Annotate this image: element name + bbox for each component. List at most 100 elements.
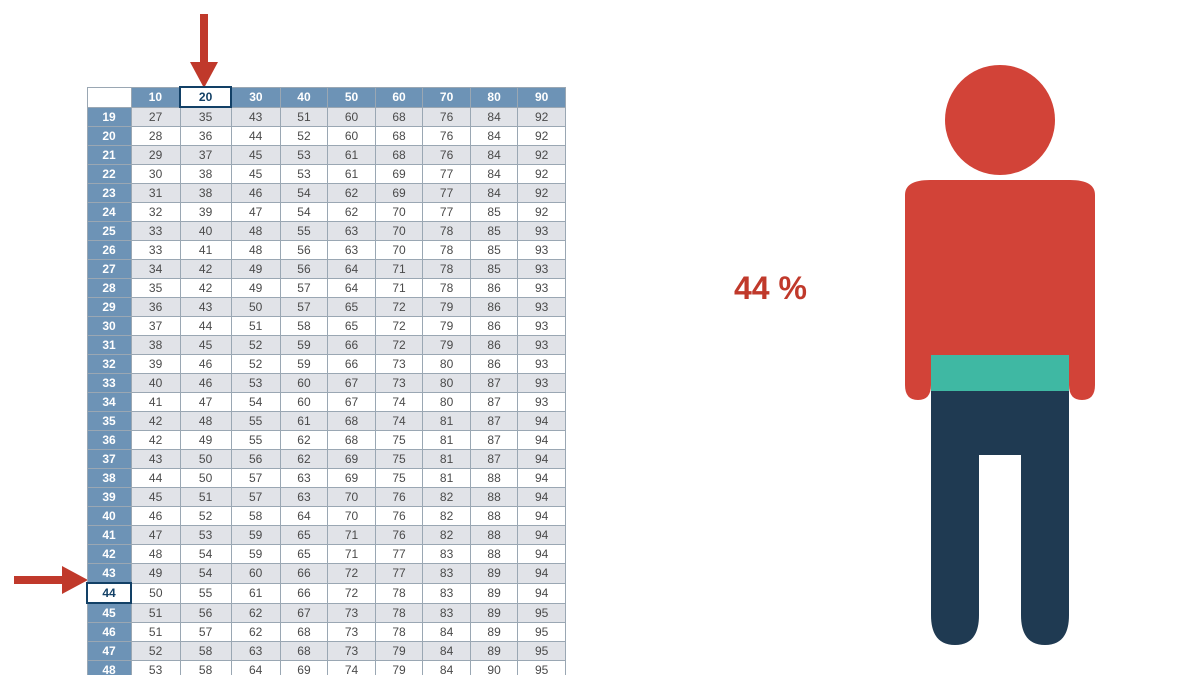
- arrow-right-icon: [10, 560, 90, 600]
- table-corner: [87, 87, 131, 107]
- table-row: 22303845536169778492: [87, 165, 566, 184]
- table-cell: 76: [423, 146, 471, 165]
- table-cell: 29: [131, 146, 180, 165]
- table-cell: 82: [423, 507, 471, 526]
- table-cell: 94: [518, 469, 566, 488]
- table-cell: 82: [423, 488, 471, 507]
- col-header: 70: [423, 87, 471, 107]
- table-cell: 51: [280, 107, 328, 127]
- table-cell: 49: [180, 431, 231, 450]
- table-cell: 75: [375, 431, 423, 450]
- table-cell: 92: [518, 203, 566, 222]
- table-cell: 64: [280, 507, 328, 526]
- row-header: 19: [87, 107, 131, 127]
- table-cell: 43: [180, 298, 231, 317]
- table-cell: 45: [231, 146, 280, 165]
- table-cell: 42: [131, 412, 180, 431]
- table-cell: 76: [375, 526, 423, 545]
- table-cell: 79: [375, 661, 423, 675]
- table-cell: 55: [231, 412, 280, 431]
- table-cell: 72: [375, 298, 423, 317]
- table-cell: 74: [375, 393, 423, 412]
- table-row: 40465258647076828894: [87, 507, 566, 526]
- table-row: 33404653606773808793: [87, 374, 566, 393]
- table-cell: 88: [470, 469, 518, 488]
- table-cell: 44: [131, 469, 180, 488]
- table-cell: 35: [131, 279, 180, 298]
- table-cell: 86: [470, 298, 518, 317]
- table-row: 45515662677378838995: [87, 603, 566, 623]
- table-cell: 93: [518, 355, 566, 374]
- table-cell: 55: [180, 583, 231, 603]
- table-cell: 83: [423, 564, 471, 584]
- table-cell: 78: [423, 222, 471, 241]
- table-cell: 64: [231, 661, 280, 675]
- table-cell: 52: [131, 642, 180, 661]
- table-cell: 50: [180, 469, 231, 488]
- table-cell: 78: [375, 603, 423, 623]
- table-cell: 87: [470, 450, 518, 469]
- row-header: 28: [87, 279, 131, 298]
- table-cell: 89: [470, 623, 518, 642]
- table-cell: 46: [231, 184, 280, 203]
- table-cell: 86: [470, 336, 518, 355]
- table-cell: 58: [180, 642, 231, 661]
- table-cell: 38: [180, 184, 231, 203]
- row-header: 25: [87, 222, 131, 241]
- table-row: 35424855616874818794: [87, 412, 566, 431]
- table-cell: 57: [231, 469, 280, 488]
- row-header: 44: [87, 583, 131, 603]
- table-cell: 59: [231, 545, 280, 564]
- table-cell: 89: [470, 642, 518, 661]
- table-cell: 54: [280, 184, 328, 203]
- table-cell: 56: [180, 603, 231, 623]
- table-cell: 72: [328, 583, 376, 603]
- table-cell: 59: [280, 355, 328, 374]
- row-header: 21: [87, 146, 131, 165]
- table-cell: 68: [328, 412, 376, 431]
- table-cell: 57: [280, 279, 328, 298]
- table-cell: 74: [375, 412, 423, 431]
- table-cell: 90: [470, 661, 518, 675]
- table-cell: 94: [518, 507, 566, 526]
- row-header: 26: [87, 241, 131, 260]
- table-row: 38445057636975818894: [87, 469, 566, 488]
- table-row: 28354249576471788693: [87, 279, 566, 298]
- table-row: 47525863687379848995: [87, 642, 566, 661]
- table-cell: 61: [280, 412, 328, 431]
- table-cell: 51: [231, 317, 280, 336]
- table-cell: 59: [231, 526, 280, 545]
- table-cell: 36: [180, 127, 231, 146]
- table-cell: 77: [375, 564, 423, 584]
- table-cell: 48: [180, 412, 231, 431]
- table-cell: 73: [375, 355, 423, 374]
- table-cell: 64: [328, 279, 376, 298]
- table-cell: 63: [328, 222, 376, 241]
- table-cell: 58: [231, 507, 280, 526]
- table-cell: 61: [328, 165, 376, 184]
- table-cell: 93: [518, 260, 566, 279]
- table-row: 23313846546269778492: [87, 184, 566, 203]
- table-cell: 43: [231, 107, 280, 127]
- col-header: 30: [231, 87, 280, 107]
- table-cell: 32: [131, 203, 180, 222]
- table-cell: 79: [423, 298, 471, 317]
- table-cell: 83: [423, 583, 471, 603]
- table-cell: 57: [180, 623, 231, 642]
- table-row: 30374451586572798693: [87, 317, 566, 336]
- table-cell: 51: [131, 603, 180, 623]
- table-cell: 82: [423, 526, 471, 545]
- table-cell: 76: [375, 507, 423, 526]
- table-cell: 77: [423, 165, 471, 184]
- table-cell: 60: [280, 374, 328, 393]
- table-cell: 41: [180, 241, 231, 260]
- table-cell: 85: [470, 260, 518, 279]
- table-cell: 70: [375, 203, 423, 222]
- table-cell: 63: [231, 642, 280, 661]
- table-cell: 84: [470, 107, 518, 127]
- table-cell: 54: [180, 564, 231, 584]
- table-row: 39455157637076828894: [87, 488, 566, 507]
- table-cell: 43: [131, 450, 180, 469]
- table-cell: 92: [518, 184, 566, 203]
- table-cell: 50: [180, 450, 231, 469]
